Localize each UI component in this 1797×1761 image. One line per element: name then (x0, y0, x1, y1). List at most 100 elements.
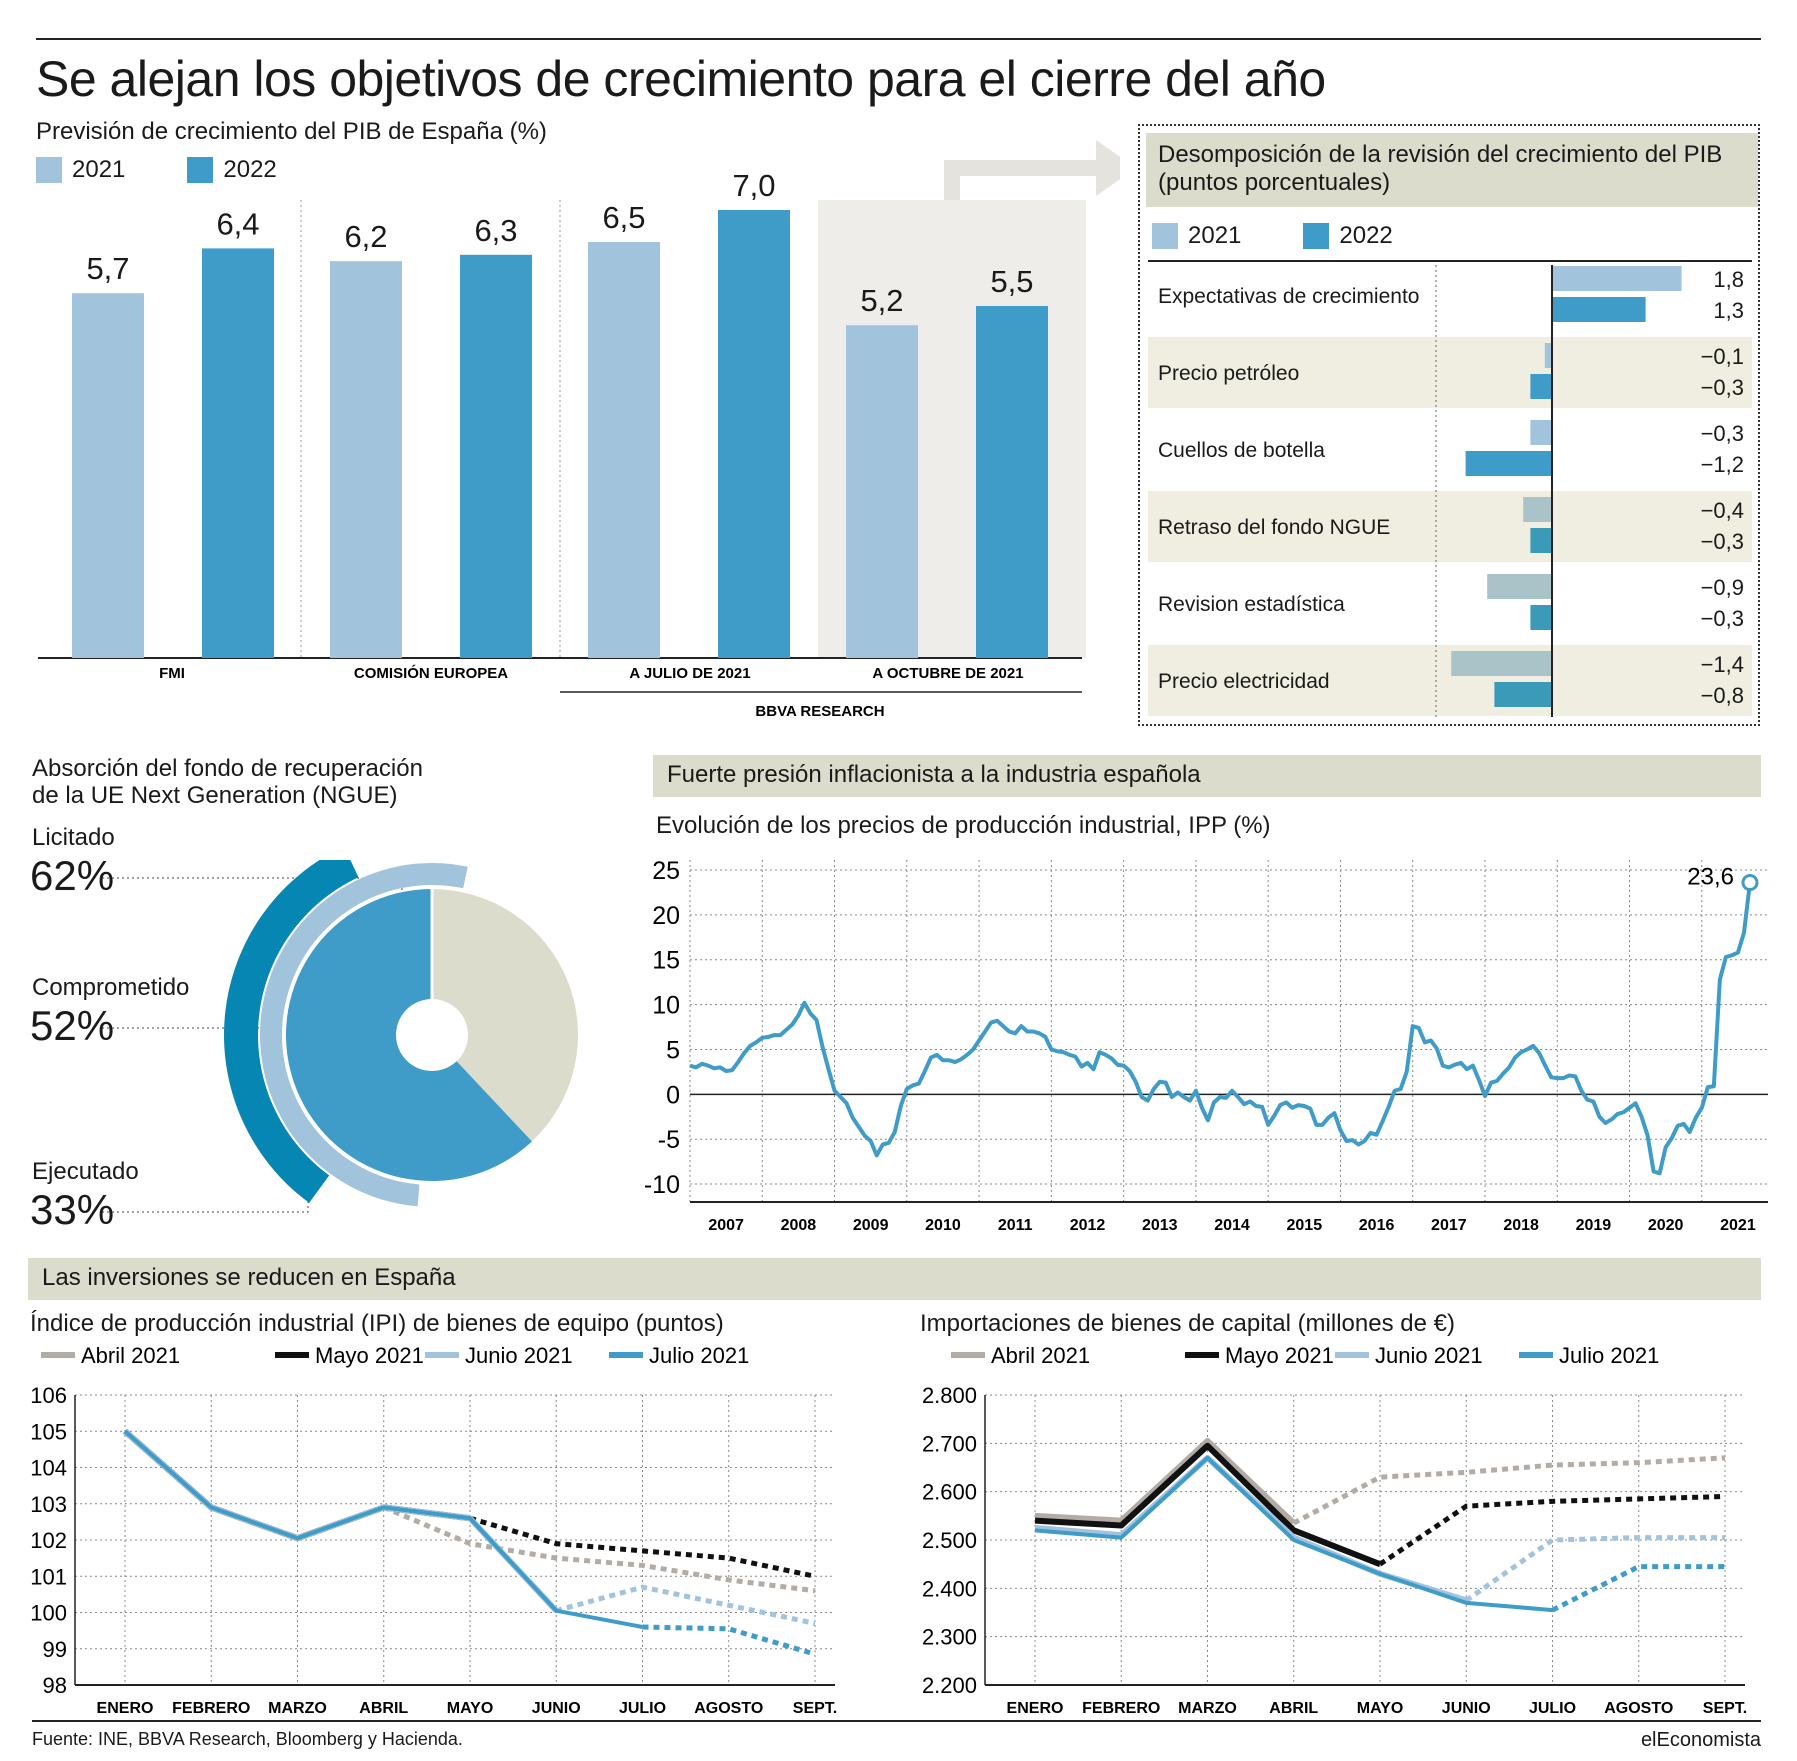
inv-xtick: AGOSTO (1604, 1700, 1673, 1717)
decomposition-title-2: (puntos porcentuales) (1158, 169, 1391, 196)
inv-legend-label: Julio 2021 (649, 1343, 749, 1368)
gdp-bar-label: 6,4 (216, 206, 259, 241)
pie-licitado (285, 889, 532, 1181)
decomp-bar-label: −1,2 (1701, 452, 1744, 477)
inv-ytick: 2.600 (922, 1480, 977, 1505)
inv-ytick: 103 (30, 1492, 67, 1517)
ipp-xtick: 2021 (1720, 1217, 1756, 1234)
ipp-xtick: 2012 (1070, 1217, 1106, 1234)
brand-name: elEconomista (1640, 1729, 1761, 1751)
ipp-xtick: 2014 (1214, 1217, 1250, 1234)
legend-label-2022: 2022 (223, 156, 277, 183)
inv-observed-Julio 2021 (1034, 1455, 1553, 1613)
decomp-bar-2022-1 (1530, 374, 1552, 399)
inv-xtick: AGOSTO (694, 1700, 763, 1717)
ipi-line-chart: Abril 2021 Mayo 2021 Junio 2021 Julio 2021 E… (30, 1343, 837, 1717)
inv-xtick: FEBRERO (172, 1700, 250, 1717)
decomp-row-bg (1148, 491, 1752, 562)
inv-legend-label: Julio 2021 (1559, 1343, 1659, 1368)
inv-ytick: 106 (30, 1383, 67, 1408)
inv-legend-label: Mayo 2021 (315, 1343, 424, 1368)
imports-line-chart: Abril 2021 Mayo 2021 Junio 2021 Julio 2021 E… (922, 1343, 1747, 1717)
ipp-xtick: 2017 (1431, 1217, 1467, 1234)
inv-observed-Mayo 2021 (1034, 1442, 1382, 1567)
gdp-bar-2021-0 (72, 293, 144, 658)
ipp-ytick: 20 (652, 902, 680, 930)
inv-xtick: JUNIO (1442, 1700, 1491, 1717)
inv-legend-label: Abril 2021 (81, 1343, 180, 1368)
inv-xtick: ABRIL (359, 1700, 408, 1717)
decomp-bar-label: 1,3 (1713, 298, 1744, 323)
gdp-category-fmi: FMI (159, 665, 185, 682)
gdp-bar-2022-0 (202, 248, 274, 658)
decomp-category-label: Retraso del fondo NGUE (1158, 516, 1390, 539)
inv-xtick: MAYO (1357, 1700, 1404, 1717)
gdp-bar-2021-3 (846, 325, 918, 658)
decomp-bar-2022-5 (1494, 682, 1552, 707)
ipp-xtick: 2018 (1503, 1217, 1539, 1234)
inv-xtick: ENERO (97, 1700, 154, 1717)
inv-forecast-Julio 2021 (642, 1624, 816, 1657)
inv-xtick: JULIO (1529, 1700, 1576, 1717)
decomp-bar-2021-3 (1523, 497, 1552, 522)
ipp-line-chart: 2007 2008 2009 2010 2011 2012 2013 2014 2015 2016… (644, 857, 1768, 1234)
source-note: Fuente: INE, BBVA Research, Bloomberg y … (32, 1729, 463, 1749)
ipp-ytick: 0 (666, 1081, 680, 1109)
ipp-xtick: 2010 (925, 1217, 961, 1234)
decomp-bar-label: −0,9 (1701, 575, 1744, 600)
ngue-title-2: de la UE Next Generation (NGUE) (32, 782, 398, 809)
decomp-bar-label: −0,1 (1701, 344, 1744, 369)
page-title: Se alejan los objetivos de crecimiento p… (36, 51, 1326, 107)
decomp-bar-2022-3 (1530, 528, 1552, 553)
inv-ytick: 2.800 (922, 1383, 977, 1408)
decomp-legend-swatch-2022 (1303, 223, 1330, 249)
ipi-subtitle: Índice de producción industrial (IPI) de… (30, 1310, 724, 1337)
ngue-title-1: Absorción del fondo de recuperación (32, 755, 423, 782)
decomp-legend-swatch-2021 (1152, 223, 1178, 249)
legend-swatch-2021 (36, 157, 62, 183)
gdp-category-julio: A JULIO DE 2021 (629, 665, 750, 682)
inv-xtick: ABRIL (1269, 1700, 1318, 1717)
inv-ytick: 101 (30, 1564, 67, 1589)
gdp-bar-label: 7,0 (732, 168, 775, 203)
decomp-bar-label: −0,3 (1701, 375, 1744, 400)
inv-ytick: 2.500 (922, 1528, 977, 1553)
ngue-donut-chart (102, 860, 578, 1213)
ngue-value-comprometido: 52% (30, 1002, 115, 1049)
ipp-ytick: -5 (658, 1126, 680, 1154)
ipp-xtick: 2015 (1287, 1217, 1323, 1234)
decomp-bar-label: −0,3 (1701, 606, 1744, 631)
gdp-bar-2021-1 (330, 261, 402, 658)
inv-ytick: 99 (43, 1637, 67, 1662)
decomp-category-label: Expectativas de crecimiento (1158, 285, 1419, 308)
ngue-value-ejecutado: 33% (30, 1186, 115, 1233)
gdp-bar-label: 6,2 (344, 219, 387, 254)
ipp-xtick: 2019 (1576, 1217, 1612, 1234)
inv-ytick: 102 (30, 1528, 67, 1553)
ipp-band: Fuerte presión inflacionista a la indust… (653, 755, 1761, 797)
inv-xtick: SEPT. (1703, 1700, 1747, 1717)
arrow-to-decomposition (944, 140, 1120, 200)
top-rule (36, 38, 1761, 40)
decomp-category-label: Precio petróleo (1158, 362, 1299, 385)
inv-ytick: 105 (30, 1419, 67, 1444)
gdp-bar-label: 5,2 (860, 283, 903, 318)
ngue-label-licitado: Licitado (32, 824, 115, 851)
inv-observed-Julio 2021 (123, 1429, 643, 1629)
ipp-last-point (1741, 874, 1759, 892)
inv-legend-label: Mayo 2021 (1225, 1343, 1334, 1368)
inv-ytick: 98 (43, 1673, 67, 1698)
inv-forecast-Abril 2021 (1292, 1455, 1726, 1526)
leader-ejecutado (102, 1178, 309, 1213)
ipp-ytick: 25 (652, 857, 680, 885)
ipp-xtick: 2011 (998, 1217, 1033, 1234)
gdp-bar-2022-1 (460, 254, 532, 659)
decomp-bar-2021-4 (1487, 574, 1552, 599)
ipp-xtick: 2008 (781, 1217, 817, 1234)
inv-xtick: JULIO (619, 1700, 666, 1717)
ngue-label-comprometido: Comprometido (32, 974, 190, 1001)
inv-forecast-Mayo 2021 (469, 1515, 816, 1579)
investments-band: Las inversiones se reducen en España (28, 1258, 1761, 1300)
inv-xtick: SEPT. (793, 1700, 837, 1717)
inv-ytick: 2.700 (922, 1431, 977, 1456)
